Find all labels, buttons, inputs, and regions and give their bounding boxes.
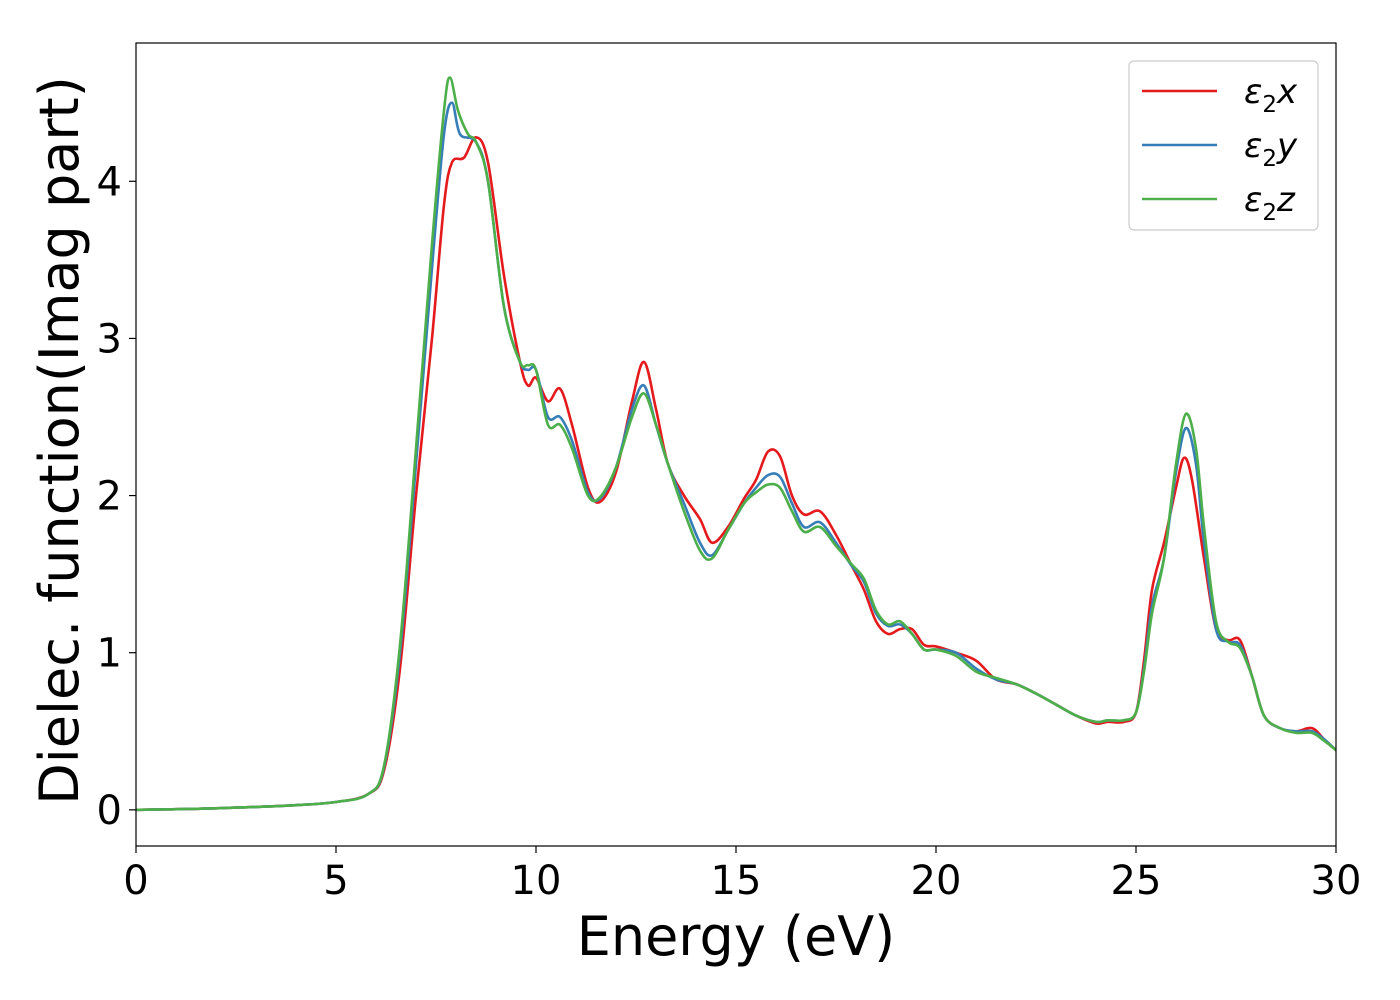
x-tick-label: 20 [911,858,962,904]
legend-label-subscript: 2 [1262,200,1277,226]
legend-label-axis: x [1276,72,1298,112]
series-line-x [136,135,1336,812]
legend-label-z: ε2z [1244,180,1296,226]
y-tick-label: 1 [97,631,122,677]
legend-label-base: ε [1244,72,1262,112]
y-axis-ticks: 0 1 2 3 4 [97,159,136,834]
y-tick-label: 0 [97,788,122,834]
series-layer [136,76,1336,812]
legend-label-axis: z [1276,180,1296,220]
x-tick-label: 25 [1111,858,1162,904]
y-tick-label: 4 [97,159,122,205]
x-axis-ticks: 0 5 10 15 20 25 30 [123,846,1361,904]
legend-label-base: ε [1244,180,1262,220]
y-tick-label: 3 [97,316,122,362]
legend-label-base: ε [1244,126,1262,166]
legend-label-y: ε2y [1244,126,1298,172]
x-tick-label: 10 [511,858,562,904]
legend-label-x: ε2x [1244,72,1298,118]
x-axis-title: Energy (eV) [577,905,896,968]
legend-label-subscript: 2 [1262,92,1277,118]
x-tick-label: 5 [323,858,348,904]
legend-label-axis: y [1276,126,1298,166]
y-axis-title: Dielec. function(Imag part) [28,76,91,805]
x-tick-label: 15 [711,858,762,904]
legend-label-subscript: 2 [1262,146,1277,172]
legend-box [1128,60,1319,231]
x-tick-label: 0 [123,858,148,904]
y-tick-label: 2 [97,474,122,520]
x-tick-label: 30 [1311,858,1362,904]
series-line-y [136,101,1336,812]
series-line-z [136,76,1336,812]
